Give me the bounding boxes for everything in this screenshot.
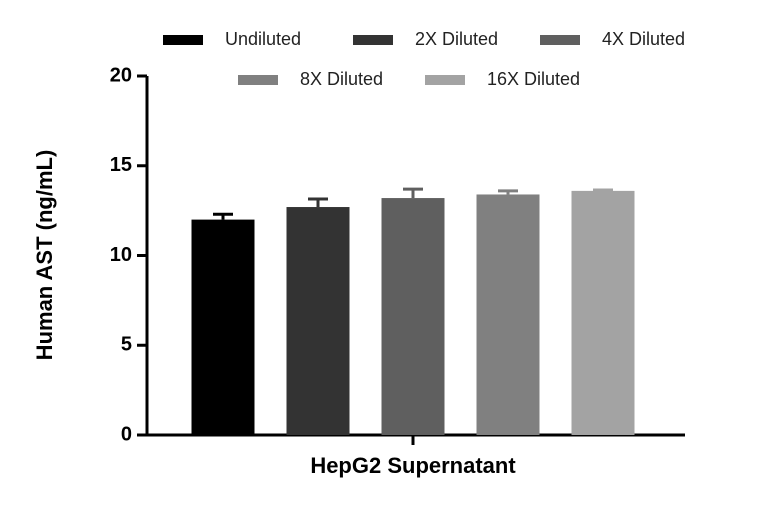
legend-label: 4X Diluted xyxy=(602,29,685,49)
bar xyxy=(381,198,445,435)
legend-label: 16X Diluted xyxy=(487,69,580,89)
y-tick-label: 0 xyxy=(121,423,132,445)
legend-swatch xyxy=(425,75,465,85)
y-tick-label: 10 xyxy=(110,244,132,266)
legend-swatch xyxy=(238,75,278,85)
x-axis-label: HepG2 Supernatant xyxy=(310,453,516,478)
legend-swatch xyxy=(163,35,203,45)
legend-swatch xyxy=(540,35,580,45)
bar xyxy=(571,190,635,435)
legend-label: Undiluted xyxy=(225,29,301,49)
y-tick-label: 20 xyxy=(110,64,132,86)
y-axis-label: Human AST (ng/mL) xyxy=(32,150,57,361)
bar xyxy=(191,219,255,435)
legend-swatch xyxy=(353,35,393,45)
y-tick-label: 15 xyxy=(110,154,132,176)
legend-label: 8X Diluted xyxy=(300,69,383,89)
bar xyxy=(476,194,540,435)
y-tick-label: 5 xyxy=(121,334,132,356)
bar xyxy=(286,207,350,435)
legend-label: 2X Diluted xyxy=(415,29,498,49)
